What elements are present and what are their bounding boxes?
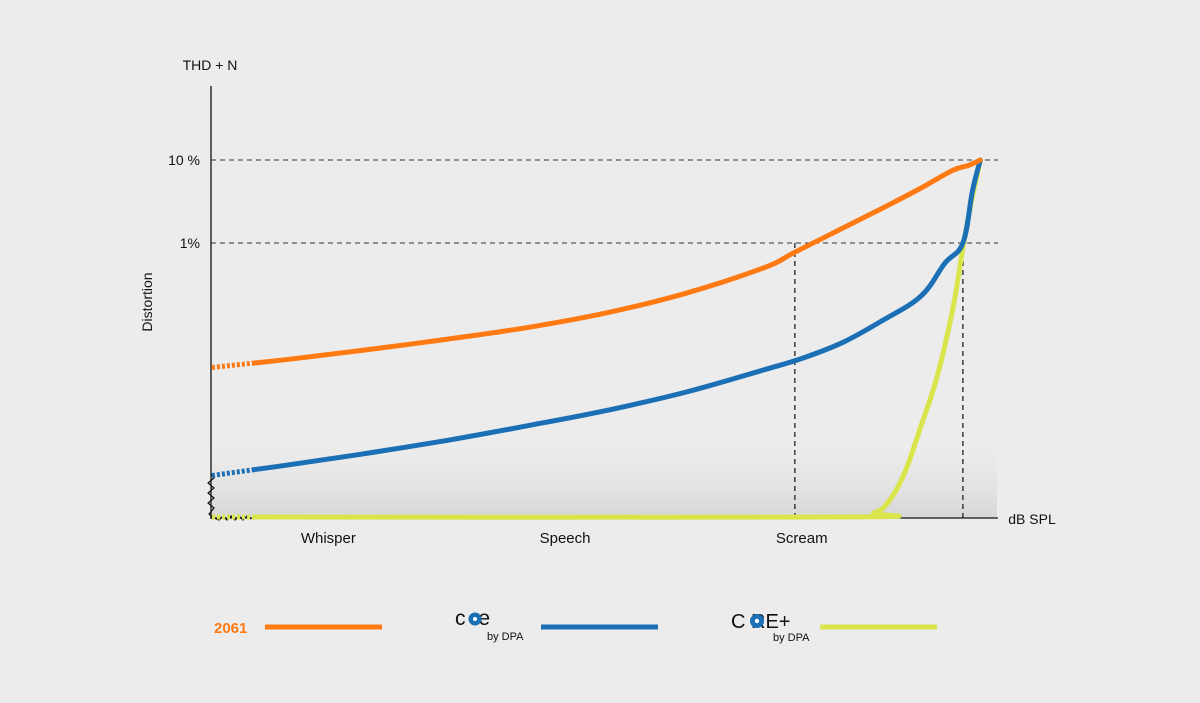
x-category-scream: Scream <box>776 530 828 547</box>
y-tick-label-0: 10 % <box>168 152 200 168</box>
legend-item-core: c re by DPA <box>455 607 658 643</box>
y-axis-label: Distortion <box>139 272 155 331</box>
legend-item-coreplus: C RE+ by DPA <box>731 611 937 644</box>
coreplus-logo-sub: by DPA <box>773 632 810 644</box>
core-logo: c re by DPA <box>455 607 524 643</box>
core-logo-sub: by DPA <box>487 631 524 643</box>
series-2061-lead <box>211 360 255 371</box>
x-category-labels: Whisper Speech Scream <box>301 530 828 547</box>
legend: 2061 c re by DPA C RE+ by DPA <box>214 607 937 644</box>
x-category-speech: Speech <box>540 530 591 547</box>
y-tick-label-1: 1% <box>180 235 200 251</box>
x-category-whisper: Whisper <box>301 530 356 547</box>
coreplus-logo-disc-hole-icon <box>754 618 760 624</box>
series-core-by-dpa-line <box>251 157 983 473</box>
x-axis-label: dB SPL <box>1008 511 1056 527</box>
core-logo-disc-hole-icon <box>473 617 477 621</box>
legend-label-2061: 2061 <box>214 620 247 637</box>
series-layer <box>211 157 983 520</box>
reference-lines <box>211 159 998 518</box>
noise-floor-shading <box>212 445 997 518</box>
legend-item-2061: 2061 <box>214 620 382 637</box>
series-2061-line <box>251 157 983 366</box>
series-core-by-dpa-lead <box>211 467 255 478</box>
y-tick-labels: 10 % 1% <box>168 152 200 251</box>
y-axis-title: THD + N <box>183 57 238 73</box>
coreplus-logo: C RE+ by DPA <box>731 611 810 644</box>
